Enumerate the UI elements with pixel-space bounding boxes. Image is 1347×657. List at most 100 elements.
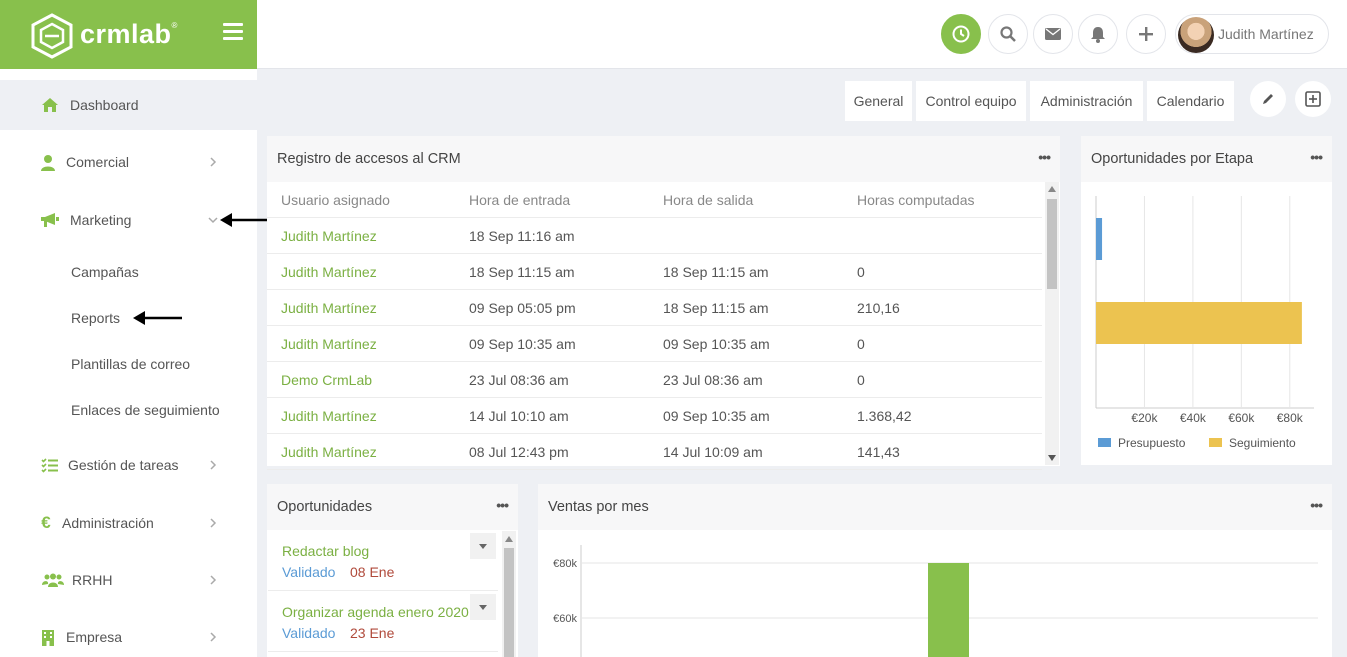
table-row[interactable]: Judith Martínez 14 Jul 10:10 am 09 Sep 1… [267,398,1042,434]
more-options-icon[interactable]: ••• [1310,149,1323,165]
tick-label: €60k [1228,411,1255,425]
task-list-icon [40,456,60,474]
legend-label-seguimiento: Seguimiento [1229,436,1296,450]
column-header[interactable]: Horas computadas [857,192,975,208]
tab-general[interactable]: General [845,81,912,121]
clock-icon [952,25,970,43]
more-options-icon[interactable]: ••• [496,497,509,513]
item-dropdown-button[interactable] [470,594,496,620]
sidebar-item-empresa[interactable]: Empresa [0,612,257,657]
tick-label: €40k [1180,411,1207,425]
scroll-down-icon[interactable] [1048,455,1056,461]
annotation-arrow-marketing [220,213,269,227]
more-options-icon[interactable]: ••• [1310,497,1323,513]
user-link[interactable]: Judith Martínez [281,300,377,316]
search-button[interactable] [988,14,1028,54]
sidebar-item-label: RRHH [72,572,113,588]
scrollbar-thumb[interactable] [504,548,514,657]
add-widget-button[interactable] [1295,81,1331,117]
sidebar-subitem-plantillas[interactable]: Plantillas de correo [71,356,191,372]
item-dropdown-button[interactable] [470,533,496,559]
notifications-button[interactable] [1078,14,1118,54]
chevron-right-icon [210,460,217,470]
hamburger-menu-icon[interactable] [223,23,243,41]
sidebar-item-comercial[interactable]: Comercial [0,137,257,187]
tab-control-equipo[interactable]: Control equipo [916,81,1026,121]
tab-administracion[interactable]: Administración [1030,81,1143,121]
sidebar-subitem-enlaces[interactable]: Enlaces de seguimiento [71,402,220,418]
column-header[interactable]: Usuario asignado [281,192,390,208]
sidebar-item-marketing[interactable]: Marketing [0,195,257,245]
bar-seguimiento[interactable] [1096,302,1302,344]
column-header[interactable]: Hora de entrada [469,192,571,208]
cell-entry: 18 Sep 11:15 am [469,264,575,280]
sidebar-item-rrhh[interactable]: RRHH [0,555,257,605]
crmlab-logo[interactable] [30,13,74,59]
table-row[interactable]: Judith Martínez 09 Sep 05:05 pm 18 Sep 1… [267,290,1042,326]
scrollbar-thumb[interactable] [1047,199,1057,289]
user-tie-icon [38,153,58,171]
user-link[interactable]: Judith Martínez [281,444,377,460]
top-bar: Judith Martínez [257,0,1347,69]
opportunities-panel: Oportunidades ••• Redactar blog Validado… [267,484,518,657]
add-button[interactable] [1126,14,1166,54]
tick-label: €20k [1131,411,1158,425]
cell-entry: 09 Sep 10:35 am [469,336,576,352]
table-scrollbar[interactable] [1045,182,1059,465]
mail-button[interactable] [1033,14,1073,54]
pencil-icon [1263,94,1273,104]
panel-header: Registro de accesos al CRM ••• [267,136,1060,182]
bell-icon [1091,26,1105,43]
user-link[interactable]: Judith Martínez [281,408,377,424]
sidebar-item-label: Gestión de tareas [68,457,179,473]
building-icon [38,628,58,646]
table-row[interactable]: Demo CrmLab 23 Jul 08:36 am 23 Jul 08:36… [267,362,1042,398]
tab-calendario[interactable]: Calendario [1147,81,1234,121]
clock-button[interactable] [941,14,981,54]
scroll-up-icon[interactable] [505,536,513,542]
sales-bar-chart: €80k €60k [553,545,1318,657]
user-link[interactable]: Demo CrmLab [281,372,373,388]
brand-name[interactable]: crmlab® [80,19,178,49]
table-row[interactable]: Judith Martínez 08 Jul 12:43 pm 14 Jul 1… [267,434,1042,470]
table-row[interactable]: Judith Martínez 18 Sep 11:16 am [267,218,1042,254]
table-row[interactable]: Judith Martínez 09 Sep 10:35 am 09 Sep 1… [267,326,1042,362]
panel-header: Ventas por mes ••• [538,484,1332,530]
opportunity-title[interactable]: Organizar agenda enero 2020 [282,604,469,620]
edit-dashboard-button[interactable] [1250,81,1286,117]
list-item[interactable]: Organizar agenda enero 2020 Validado 23 … [268,592,498,652]
user-link[interactable]: Judith Martínez [281,336,377,352]
cell-exit: 09 Sep 10:35 am [663,408,770,424]
cell-entry: 18 Sep 11:16 am [469,228,575,244]
sidebar: crmlab® Dashboard Comercial Marketing Ca… [0,0,257,657]
table-row[interactable]: Judith Martínez 18 Sep 11:15 am 18 Sep 1… [267,254,1042,290]
scroll-up-icon[interactable] [1048,186,1056,192]
cell-exit: 18 Sep 11:15 am [663,264,769,280]
list-item[interactable]: Redactar blog Validado 08 Ene [268,531,498,591]
user-link[interactable]: Judith Martínez [281,264,377,280]
bar-presupuesto[interactable] [1096,218,1103,260]
brand-header: crmlab® [0,0,257,69]
cell-hours: 0 [857,336,865,352]
user-name: Judith Martínez [1218,26,1314,42]
legend-label-presupuesto: Presupuesto [1118,436,1186,450]
sidebar-item-gestion-tareas[interactable]: Gestión de tareas [0,440,257,490]
cell-entry: 09 Sep 05:05 pm [469,300,576,316]
user-menu[interactable]: Judith Martínez [1175,14,1329,54]
sidebar-subitem-campanas[interactable]: Campañas [71,264,139,280]
user-link[interactable]: Judith Martínez [281,228,377,244]
sidebar-subitem-reports[interactable]: Reports [71,310,121,326]
opportunity-title[interactable]: Redactar blog [282,543,370,559]
chevron-right-icon [210,518,217,528]
list-scrollbar[interactable] [502,531,516,657]
sidebar-item-dashboard[interactable]: Dashboard [0,80,257,130]
bar-ventas[interactable] [928,563,969,657]
users-icon [42,571,64,589]
chevron-right-icon [210,575,217,585]
panel-title: Oportunidades por Etapa [1091,151,1254,167]
more-options-icon[interactable]: ••• [1038,149,1051,165]
sidebar-item-administracion[interactable]: € Administración [0,498,257,548]
euro-icon: € [41,513,51,532]
column-header[interactable]: Hora de salida [663,192,754,208]
cell-exit: 23 Jul 08:36 am [663,372,763,388]
